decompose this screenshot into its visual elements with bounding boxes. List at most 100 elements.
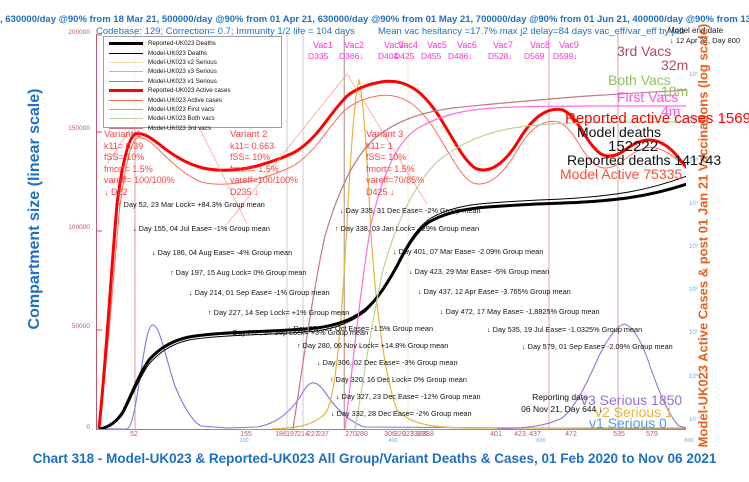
legend-swatch — [109, 52, 143, 54]
chart-legend: Reported-UK023 Deaths Model-UK023 Deaths… — [103, 36, 282, 132]
x-minor-tick-800: 800 — [684, 438, 694, 444]
vac-4-name: Vac4 — [398, 40, 418, 50]
callout-model-active: Model Active 75335 — [560, 166, 683, 182]
variant-1-fss: fSS= 10% — [104, 152, 145, 162]
y-axis-right-title: Model-UK023 Active Cases & post 01 Jan 2… — [695, 23, 711, 448]
variant-3-vareff: vareff=70/85% — [366, 175, 425, 185]
x-tick-237: 237 — [317, 431, 329, 438]
variant-1-k11: k11= 0.39 — [104, 140, 144, 151]
legend-label: Model-UK023 Active cases — [148, 96, 222, 104]
legend-swatch — [109, 127, 143, 129]
vac-4-day: D425 — [394, 51, 415, 61]
x-tick-423: 423 — [514, 431, 526, 438]
y-tick-right-1e6: 10⁶ — [689, 117, 699, 123]
model-end-date-value: ↓ 12 Apr 22, Day 800 — [670, 36, 741, 45]
legend-swatch — [109, 71, 143, 73]
legend-swatch — [109, 89, 143, 93]
legend-item: Model-UK023 3rd vacs — [104, 124, 281, 133]
legend-label: Model-UK023 Both vacs — [148, 115, 215, 123]
y-tick-right-1e1: 10¹ — [689, 330, 698, 336]
x-tick-52: 52 — [130, 431, 138, 438]
y-tick-right-1e4: 10⁴ — [689, 201, 699, 207]
x-minor-tick-200: 200 — [239, 438, 249, 444]
x-tick-197: 197 — [286, 431, 298, 438]
y-axis-left-title: Compartment size (linear scale) — [26, 88, 43, 330]
legend-swatch — [109, 108, 143, 110]
callout-model-deaths-label: Model deaths — [577, 124, 662, 140]
reporting-date-label: Reporting date — [532, 392, 588, 402]
vac-5-day: D455 — [421, 51, 442, 61]
annotation-day-579: ↓ Day 579, 01 Sep Ease= -2.09% Group mea… — [522, 342, 673, 351]
x-tick-335: 335 — [416, 431, 428, 438]
annotation-day-237: ↑ Day 237, 24 Sep Lock= +3% Group mean — [227, 328, 369, 337]
x-tick-472: 472 — [565, 431, 577, 438]
variant-3-title: Variant 3 — [366, 129, 404, 140]
y-tick-right-1e0: 10⁰ — [689, 374, 699, 380]
y-tick-right-1e7: 10⁷ — [689, 72, 698, 78]
model-end-date-label: Model end date — [668, 26, 724, 35]
legend-swatch — [109, 99, 143, 101]
annotation-day-186: ↓ Day 186, 04 Aug Ease= -4% Group mean — [152, 248, 293, 257]
x-tick-214: 214 — [297, 431, 309, 438]
legend-item: Model-UK023 v3 Serious — [104, 67, 281, 76]
label-v1-serious: v1 Serious 0 — [589, 415, 667, 431]
x-tick-338: 338 — [422, 431, 434, 438]
y-tick-left-200000: 200000 — [68, 29, 90, 36]
legend-item: Model-UK023 Active cases — [104, 95, 281, 104]
annotation-day-327: ↓ Day 327, 23 Dec Ease= -12% Group mean — [336, 392, 481, 401]
codebase-header: Codebase: 129; Correction= 0.7; Immunity… — [96, 26, 355, 37]
annotation-day-535: ↓ Day 535, 19 Jul Ease= -1.0325% Group m… — [487, 325, 643, 334]
y-tick-left-150000: 150000 — [68, 125, 90, 132]
x-tick-437: 437 — [529, 431, 541, 438]
annotation-day-227: ↑ Day 227, 14 Sep Lock= +1% Group mean — [208, 308, 350, 317]
annotation-day-52: ↑ Day 52, 23 Mar Lock= +84.3% Group mean — [118, 200, 265, 209]
x-tick-401: 401 — [490, 431, 502, 438]
x-tick-579: 579 — [646, 431, 658, 438]
vac-2-name: Vac2 — [344, 40, 364, 50]
variant-2-title: Variant 2 — [230, 129, 268, 140]
variant-3-block: Variant 3 k11= 1 fSS= 10% fmort= 1.5% va… — [366, 129, 424, 198]
variant-2-fss: fSS= 10% — [230, 152, 271, 162]
vac-3-day: D404 — [378, 51, 399, 61]
callout-reported-deaths: Reported deaths 141743 — [567, 152, 722, 168]
chart-title: Chart 318 - Model-UK023 & Reported-UK023… — [32, 451, 717, 466]
callout-both-vacs-value: 18m — [661, 83, 689, 99]
annotation-day-332: ↓ Day 332, 28 Dec Ease= -2% Group mean — [331, 409, 472, 418]
variant-1-fmort: fmort= 1.5% — [104, 163, 153, 174]
y-tick-left-50000: 50000 — [71, 323, 90, 330]
annotation-day-270: ↓ Day 270, 27 Oct Ease= -1.5% Group mean — [288, 324, 434, 333]
x-tick-270: 270 — [345, 431, 357, 438]
vac-9-name: Vac9 — [559, 40, 579, 50]
y-tick-right-1e2: 10² — [689, 287, 698, 293]
legend-item: Model-UK023 Both vacs — [104, 114, 281, 123]
y-tick-left-0: 0 — [86, 424, 90, 431]
variant-1-title: Variant 1 — [104, 129, 142, 140]
variant-2-block: Variant 2 k11= 0.663 fSS= 10% fmort= 1.5… — [230, 129, 298, 198]
label-v2-serious: v2 Serious 1 — [595, 404, 673, 420]
x-tick-306: 306 — [384, 431, 396, 438]
y-tick-right-1e-1: 10⁻¹ — [689, 417, 701, 423]
x-tick-186: 186 — [275, 431, 287, 438]
variant-3-fmort: fmort= 1.5% — [366, 163, 415, 174]
annotation-day-197: ↑ Day 197, 15 Aug Lock= 0% Group mean — [170, 268, 307, 277]
plot-area — [96, 34, 686, 430]
x-tick-327: 327 — [402, 431, 414, 438]
callout-reported-active-cases: Reported active cases 1569370 — [565, 110, 749, 127]
callout-first-vacs: First Vacs — [617, 89, 679, 105]
annotation-day-280: ↑ Day 280, 06 Nov Lock= +14.8% Group mea… — [297, 341, 449, 350]
annotation-day-472: ↓ Day 472, 17 May Ease= -1.8825% Group m… — [440, 307, 600, 316]
legend-label: Model-UK023 v1 Serious — [148, 77, 217, 85]
callout-model-deaths-value: 152222 — [608, 138, 659, 155]
annotation-day-335: ↓ Day 335, 31 Dec Ease= -2% Group mean — [340, 206, 481, 215]
chart-curves — [97, 34, 686, 429]
annotation-day-437: ↓ Day 437, 12 Apr Ease= -3.765% Group me… — [418, 287, 571, 296]
legend-swatch — [109, 118, 143, 120]
variant-3-k11: k11= 1 — [366, 140, 393, 151]
legend-item: Model-UK023 v1 Serious — [104, 77, 281, 86]
annotation-day-155: ↓ Day 155, 04 Jul Ease= -1% Group mean — [133, 224, 270, 233]
vac-3-name: Vac3 — [384, 40, 404, 50]
vac-9-day: D599↓ — [553, 51, 578, 61]
legend-item: Model-UK023 Deaths — [104, 48, 281, 57]
vac-7-day: D528↓ — [488, 51, 513, 61]
